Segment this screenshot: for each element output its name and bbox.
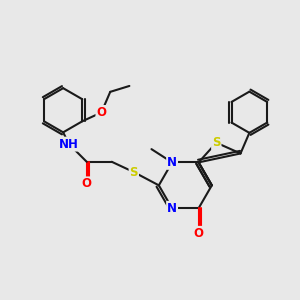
Text: NH: NH xyxy=(59,138,79,151)
Text: S: S xyxy=(130,166,138,178)
Text: N: N xyxy=(167,202,177,215)
Text: S: S xyxy=(212,136,220,149)
Text: O: O xyxy=(194,227,204,240)
Text: O: O xyxy=(96,106,106,119)
Text: O: O xyxy=(82,177,92,190)
Text: N: N xyxy=(167,156,177,169)
